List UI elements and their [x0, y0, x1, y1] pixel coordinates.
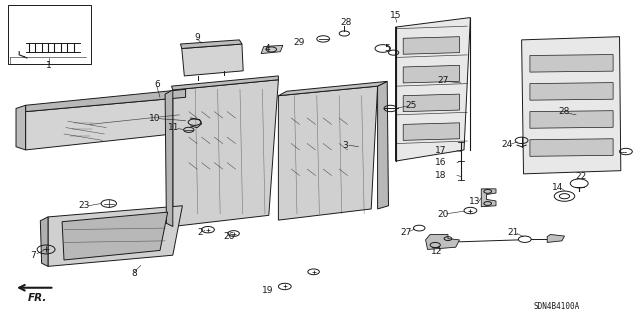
Text: 8: 8 — [132, 269, 137, 278]
Polygon shape — [403, 65, 460, 83]
Text: 23: 23 — [79, 201, 90, 210]
Text: FR.: FR. — [28, 293, 47, 303]
Polygon shape — [62, 212, 168, 260]
Text: 10: 10 — [149, 114, 161, 122]
Text: 11: 11 — [168, 123, 180, 132]
Text: 3: 3 — [343, 141, 348, 150]
Polygon shape — [261, 45, 283, 54]
Text: 20: 20 — [437, 210, 449, 219]
Text: 17: 17 — [435, 146, 446, 155]
Text: 2: 2 — [197, 228, 202, 237]
Polygon shape — [48, 206, 182, 266]
Text: 28: 28 — [559, 107, 570, 116]
Text: 4: 4 — [265, 44, 270, 53]
Polygon shape — [278, 81, 387, 96]
Text: 21: 21 — [508, 228, 519, 237]
FancyBboxPatch shape — [8, 5, 91, 64]
Text: 28: 28 — [340, 19, 351, 27]
Polygon shape — [378, 81, 388, 209]
Text: 1: 1 — [47, 61, 52, 70]
Polygon shape — [26, 97, 186, 150]
Polygon shape — [173, 80, 278, 226]
Polygon shape — [530, 55, 613, 72]
Polygon shape — [403, 94, 460, 112]
Polygon shape — [530, 139, 613, 156]
Text: 7: 7 — [31, 251, 36, 260]
Polygon shape — [530, 111, 613, 128]
Text: 12: 12 — [431, 247, 442, 256]
Polygon shape — [547, 234, 564, 242]
Polygon shape — [278, 86, 378, 220]
Polygon shape — [426, 234, 460, 249]
Polygon shape — [16, 105, 26, 150]
Polygon shape — [530, 83, 613, 100]
Polygon shape — [403, 123, 460, 140]
Text: 6: 6 — [154, 80, 159, 89]
Text: 13: 13 — [469, 197, 481, 206]
Text: 29: 29 — [294, 38, 305, 47]
Text: 15: 15 — [390, 11, 401, 20]
Polygon shape — [172, 76, 278, 90]
Polygon shape — [481, 189, 496, 207]
Polygon shape — [182, 44, 243, 76]
Polygon shape — [396, 18, 470, 161]
Text: 9: 9 — [195, 33, 200, 42]
Text: 14: 14 — [552, 183, 564, 192]
Text: 22: 22 — [575, 172, 587, 181]
Text: 24: 24 — [501, 140, 513, 149]
Text: 27: 27 — [437, 76, 449, 85]
Polygon shape — [522, 37, 621, 174]
Polygon shape — [403, 37, 460, 54]
Polygon shape — [26, 89, 186, 112]
Text: 19: 19 — [262, 286, 273, 295]
Polygon shape — [40, 217, 48, 266]
Text: 5: 5 — [385, 44, 390, 53]
Text: 25: 25 — [405, 101, 417, 110]
Text: 16: 16 — [435, 158, 446, 167]
Polygon shape — [165, 90, 173, 226]
Text: 18: 18 — [435, 171, 446, 180]
Text: 26: 26 — [223, 232, 235, 241]
Text: 27: 27 — [400, 228, 412, 237]
Polygon shape — [180, 40, 242, 48]
Text: SDN4B4100A: SDN4B4100A — [534, 302, 580, 311]
